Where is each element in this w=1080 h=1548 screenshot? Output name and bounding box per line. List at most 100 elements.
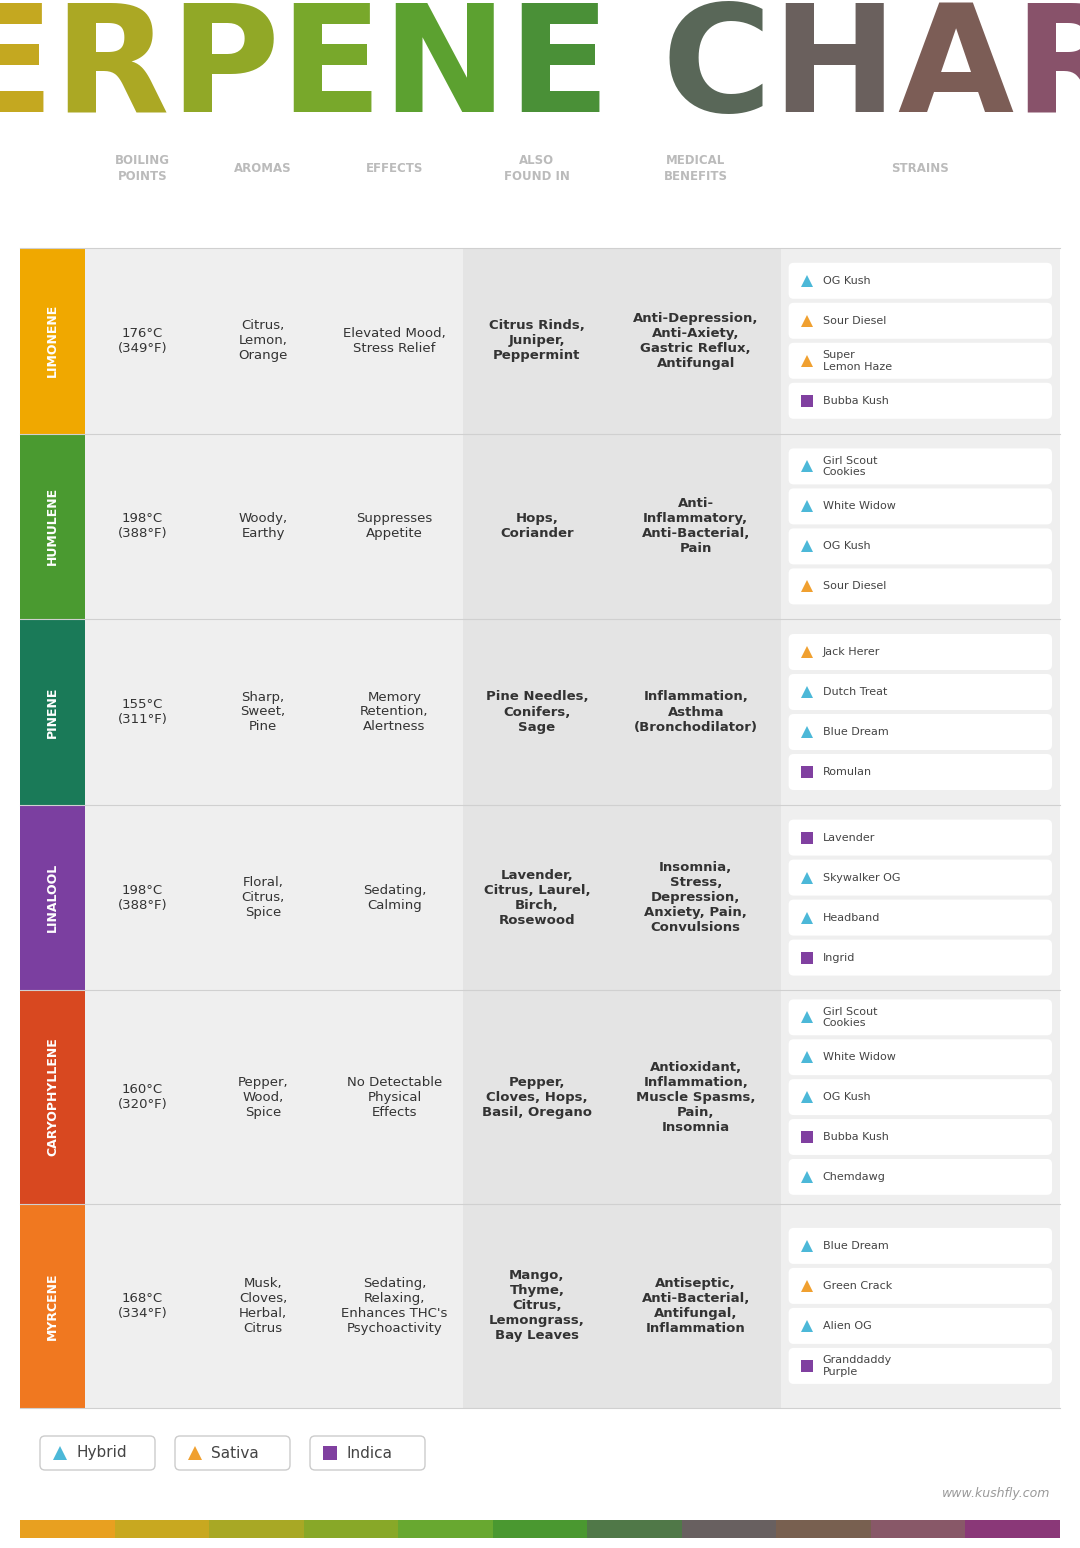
Text: OG Kush: OG Kush xyxy=(823,1093,870,1102)
FancyBboxPatch shape xyxy=(788,859,1052,896)
Bar xyxy=(21,433,85,619)
Text: Insomnia,
Stress,
Depression,
Anxiety, Pain,
Convulsions: Insomnia, Stress, Depression, Anxiety, P… xyxy=(645,861,747,933)
Text: Headband: Headband xyxy=(823,913,880,923)
Text: N: N xyxy=(381,0,507,142)
Bar xyxy=(21,991,85,1204)
FancyBboxPatch shape xyxy=(788,263,1052,299)
Text: E: E xyxy=(507,0,609,142)
Text: A: A xyxy=(897,0,1013,142)
Bar xyxy=(781,619,1059,805)
Text: No Detectable
Physical
Effects: No Detectable Physical Effects xyxy=(347,1076,442,1119)
Bar xyxy=(611,1204,781,1409)
Bar xyxy=(681,1520,777,1539)
Bar xyxy=(21,1520,114,1539)
Bar xyxy=(588,1520,681,1539)
FancyBboxPatch shape xyxy=(788,1000,1052,1036)
Text: Sharp,
Sweet,
Pine: Sharp, Sweet, Pine xyxy=(241,690,285,734)
Text: Floral,
Citrus,
Spice: Floral, Citrus, Spice xyxy=(242,876,285,920)
Bar xyxy=(21,248,1059,433)
Text: Pepper,
Cloves, Hops,
Basil, Oregano: Pepper, Cloves, Hops, Basil, Oregano xyxy=(482,1076,592,1119)
Text: R: R xyxy=(1013,0,1080,142)
Text: ALSO
FOUND IN: ALSO FOUND IN xyxy=(504,153,570,183)
Text: Pepper,
Wood,
Spice: Pepper, Wood, Spice xyxy=(238,1076,288,1119)
Bar xyxy=(781,1204,1059,1409)
Text: Granddaddy
Purple: Granddaddy Purple xyxy=(823,1354,892,1376)
Text: www.kushfly.com: www.kushfly.com xyxy=(942,1486,1050,1500)
Text: Dutch Treat: Dutch Treat xyxy=(823,687,887,697)
FancyBboxPatch shape xyxy=(788,1268,1052,1303)
Text: Chemdawg: Chemdawg xyxy=(823,1172,886,1181)
FancyBboxPatch shape xyxy=(788,899,1052,935)
Text: E: E xyxy=(279,0,381,142)
Text: EFFECTS: EFFECTS xyxy=(366,161,423,175)
Bar xyxy=(611,805,781,991)
FancyBboxPatch shape xyxy=(788,635,1052,670)
Text: Bubba Kush: Bubba Kush xyxy=(823,1132,889,1142)
Text: Green Crack: Green Crack xyxy=(823,1280,892,1291)
Bar xyxy=(21,1204,1059,1409)
Text: 168°C
(334°F): 168°C (334°F) xyxy=(118,1293,167,1320)
FancyBboxPatch shape xyxy=(788,1308,1052,1344)
Text: Bubba Kush: Bubba Kush xyxy=(823,396,889,406)
Text: MYRCENE: MYRCENE xyxy=(46,1272,59,1339)
Text: Sativa: Sativa xyxy=(211,1446,259,1460)
FancyBboxPatch shape xyxy=(788,1079,1052,1115)
FancyBboxPatch shape xyxy=(788,1228,1052,1263)
Bar xyxy=(463,248,611,433)
Text: R: R xyxy=(54,0,170,142)
FancyBboxPatch shape xyxy=(788,940,1052,975)
Text: MEDICAL
BENEFITS: MEDICAL BENEFITS xyxy=(664,153,728,183)
Text: Indica: Indica xyxy=(346,1446,392,1460)
Bar xyxy=(463,433,611,619)
Text: OG Kush: OG Kush xyxy=(823,276,870,286)
Bar xyxy=(781,805,1059,991)
FancyBboxPatch shape xyxy=(788,342,1052,379)
Bar xyxy=(21,248,85,433)
Text: Blue Dream: Blue Dream xyxy=(823,728,889,737)
Text: Memory
Retention,
Alertness: Memory Retention, Alertness xyxy=(361,690,429,734)
FancyBboxPatch shape xyxy=(788,303,1052,339)
Text: Ingrid: Ingrid xyxy=(823,952,855,963)
Bar xyxy=(463,991,611,1204)
Text: Citrus,
Lemon,
Orange: Citrus, Lemon, Orange xyxy=(239,319,287,362)
Bar xyxy=(399,1520,492,1539)
Bar xyxy=(463,1204,611,1409)
Bar xyxy=(21,805,1059,991)
Text: 198°C
(388°F): 198°C (388°F) xyxy=(118,512,167,540)
Bar xyxy=(463,619,611,805)
Text: 176°C
(349°F): 176°C (349°F) xyxy=(118,327,167,354)
Text: Girl Scout
Cookies: Girl Scout Cookies xyxy=(823,455,877,477)
FancyBboxPatch shape xyxy=(788,1348,1052,1384)
Text: LIMONENE: LIMONENE xyxy=(46,303,59,378)
FancyBboxPatch shape xyxy=(788,1119,1052,1155)
Bar xyxy=(611,991,781,1204)
FancyBboxPatch shape xyxy=(788,754,1052,789)
Text: PINENE: PINENE xyxy=(46,686,59,738)
FancyBboxPatch shape xyxy=(310,1437,426,1471)
Text: Elevated Mood,
Stress Relief: Elevated Mood, Stress Relief xyxy=(343,327,446,354)
Text: LINALOOL: LINALOOL xyxy=(46,862,59,932)
Bar xyxy=(21,991,1059,1204)
FancyBboxPatch shape xyxy=(40,1437,156,1471)
Text: Hybrid: Hybrid xyxy=(76,1446,126,1460)
Text: 155°C
(311°F): 155°C (311°F) xyxy=(118,698,167,726)
Text: Lavender: Lavender xyxy=(823,833,875,842)
Text: Lavender,
Citrus, Laurel,
Birch,
Rosewood: Lavender, Citrus, Laurel, Birch, Rosewoo… xyxy=(484,868,590,927)
Bar xyxy=(114,1520,210,1539)
Text: White Widow: White Widow xyxy=(823,502,895,511)
Text: Antioxidant,
Inflammation,
Muscle Spasms,
Pain,
Insomnia: Antioxidant, Inflammation, Muscle Spasms… xyxy=(636,1060,756,1133)
Bar xyxy=(210,1520,303,1539)
Bar xyxy=(781,991,1059,1204)
Text: Pine Needles,
Conifers,
Sage: Pine Needles, Conifers, Sage xyxy=(486,690,589,734)
Text: BOILING
POINTS: BOILING POINTS xyxy=(114,153,170,183)
Text: 160°C
(320°F): 160°C (320°F) xyxy=(118,1084,167,1111)
Bar xyxy=(21,433,1059,619)
Text: Inflammation,
Asthma
(Bronchodilator): Inflammation, Asthma (Bronchodilator) xyxy=(634,690,758,734)
Text: AROMAS: AROMAS xyxy=(234,161,292,175)
Bar xyxy=(21,619,85,805)
Text: H: H xyxy=(771,0,897,142)
FancyBboxPatch shape xyxy=(788,1159,1052,1195)
Text: Anti-
Inflammatory,
Anti-Bacterial,
Pain: Anti- Inflammatory, Anti-Bacterial, Pain xyxy=(642,497,750,556)
Text: Antiseptic,
Anti-Bacterial,
Antifungal,
Inflammation: Antiseptic, Anti-Bacterial, Antifungal, … xyxy=(642,1277,750,1334)
FancyBboxPatch shape xyxy=(175,1437,291,1471)
